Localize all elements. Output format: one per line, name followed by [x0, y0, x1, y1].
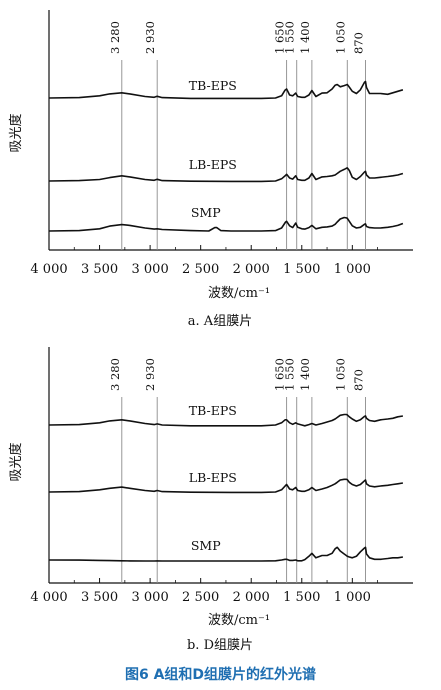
reference-line-label: 1 050: [333, 358, 347, 391]
reference-line-label: 870: [351, 369, 365, 391]
series-label-smp: SMP: [191, 538, 221, 553]
series-line-lb-eps: [48, 478, 404, 494]
reference-line-label: 1 400: [298, 21, 312, 54]
x-tick-label: 2 500: [182, 590, 219, 605]
chart-panel-a: 4 000 3 500 3 000 2 500 2 000 1 500 1 000 波数/cm…: [8, 10, 413, 329]
series-line-tb-eps: [48, 80, 404, 100]
x-tick-label: 2 000: [233, 590, 270, 605]
x-tick-label: 1 500: [283, 590, 320, 605]
reference-line-label: 1 550: [283, 21, 297, 54]
x-tick-label: 1 500: [283, 262, 320, 277]
series-label-tb-eps: TB-EPS: [189, 78, 237, 93]
panel-caption: b. D组膜片: [187, 638, 253, 653]
series-line-lb-eps: [48, 167, 404, 183]
x-tick-label: 4 000: [30, 262, 67, 277]
y-axis-label: 吸光度: [8, 442, 24, 481]
x-axis-label: 波数/cm⁻¹: [208, 286, 270, 301]
reference-line-label: 870: [351, 32, 365, 54]
series-label-lb-eps: LB-EPS: [189, 470, 237, 485]
series-label-lb-eps: LB-EPS: [189, 157, 237, 172]
reference-line-label: 1 400: [298, 358, 312, 391]
x-tick-label: 1 000: [334, 590, 371, 605]
reference-line-label: 1 050: [333, 21, 347, 54]
reference-line-label: 2 930: [143, 358, 157, 391]
reference-line-label: 3 280: [108, 358, 122, 391]
reference-line-label: 1 550: [283, 358, 297, 391]
x-tick-label: 3 000: [132, 262, 169, 277]
x-tick-label: 4 000: [30, 590, 67, 605]
y-axis-label: 吸光度: [8, 113, 24, 152]
reference-line-label: 2 930: [143, 21, 157, 54]
x-tick-label: 2 500: [182, 262, 219, 277]
x-axis-label: 波数/cm⁻¹: [208, 613, 270, 628]
x-tick-label: 3 500: [81, 590, 118, 605]
panel-caption: a. A组膜片: [188, 314, 252, 329]
x-tick-label: 2 000: [233, 262, 270, 277]
reference-line-label: 1 650: [273, 21, 287, 54]
x-tick-label: 1 000: [334, 262, 371, 277]
series-line-tb-eps: [48, 413, 404, 427]
series-line-smp: [48, 546, 404, 562]
series-line-smp: [48, 216, 404, 232]
reference-line-label: 1 650: [273, 358, 287, 391]
chart-panel-b: 4 000 3 500 3 000 2 500 2 000 1 500 1 000 波数/cm…: [8, 347, 413, 653]
series-label-tb-eps: TB-EPS: [189, 403, 237, 418]
x-tick-label: 3 000: [132, 590, 169, 605]
reference-line-label: 3 280: [108, 21, 122, 54]
x-tick-label: 3 500: [81, 262, 118, 277]
series-label-smp: SMP: [191, 205, 221, 220]
figure-caption: 图6 A组和D组膜片的红外光谱: [124, 667, 317, 683]
